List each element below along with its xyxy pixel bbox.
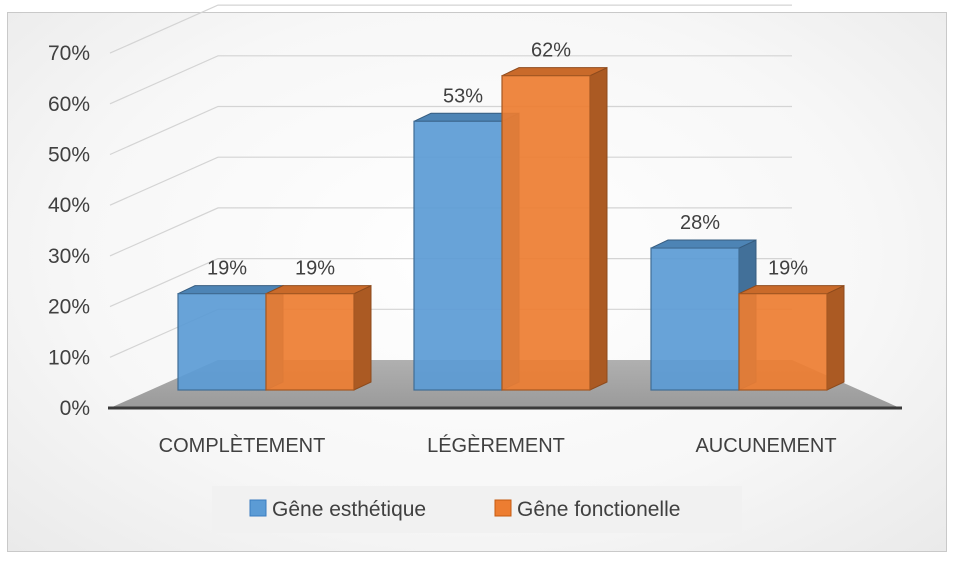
y-tick-label: 30%: [48, 245, 90, 268]
data-label: 19%: [295, 258, 335, 280]
bar: [738, 284, 845, 391]
y-tick-label: 70%: [48, 42, 90, 65]
bar-front: [650, 247, 740, 391]
data-label: 53%: [443, 85, 483, 107]
bar-side: [589, 66, 608, 391]
legend-box: [212, 486, 742, 533]
bar-top: [650, 239, 757, 249]
category-label: LÉGÈREMENT: [427, 434, 565, 457]
bar-front: [501, 75, 591, 391]
bar-front: [738, 293, 828, 391]
data-labels: 19% 19% 53% 62% 28% 19%: [207, 40, 808, 280]
bar-top: [501, 67, 608, 77]
y-tick-label: 50%: [48, 144, 90, 167]
bar-front: [177, 293, 267, 391]
bars: [177, 66, 845, 391]
y-tick-label: 20%: [48, 296, 90, 319]
bar-top: [265, 285, 372, 295]
data-label: 28%: [680, 212, 720, 234]
bar: [265, 284, 372, 391]
category-label: AUCUNEMENT: [695, 435, 836, 457]
bar-side: [826, 284, 845, 391]
legend-label-series-1: Gêne esthétique: [272, 498, 426, 521]
category-label: COMPLÈTEMENT: [159, 434, 326, 457]
category-labels: COMPLÈTEMENT LÉGÈREMENT AUCUNEMENT: [159, 434, 837, 457]
y-tick-label: 0%: [60, 397, 90, 420]
legend-swatch-series-2: [494, 499, 512, 517]
bar: [501, 66, 608, 391]
gridline: [109, 55, 792, 105]
data-label: 19%: [768, 258, 808, 280]
y-tick-label: 10%: [48, 346, 90, 369]
bar-front: [265, 293, 355, 391]
y-tick-label: 40%: [48, 194, 90, 217]
bar-top: [738, 285, 845, 295]
data-label: 62%: [531, 40, 571, 62]
bar-front: [413, 120, 503, 391]
gridline: [109, 4, 792, 54]
data-label: 19%: [207, 258, 247, 280]
legend-label-series-2: Gêne fonctionelle: [517, 498, 680, 521]
y-tick-label: 60%: [48, 93, 90, 116]
bar-side: [353, 284, 372, 391]
bar-top: [177, 285, 284, 295]
legend: Gêne esthétique Gêne fonctionelle: [212, 486, 742, 533]
y-axis-ticks: 0% 10% 20% 30% 40% 50% 60% 70%: [48, 42, 90, 420]
legend-swatch-series-1: [249, 499, 267, 517]
